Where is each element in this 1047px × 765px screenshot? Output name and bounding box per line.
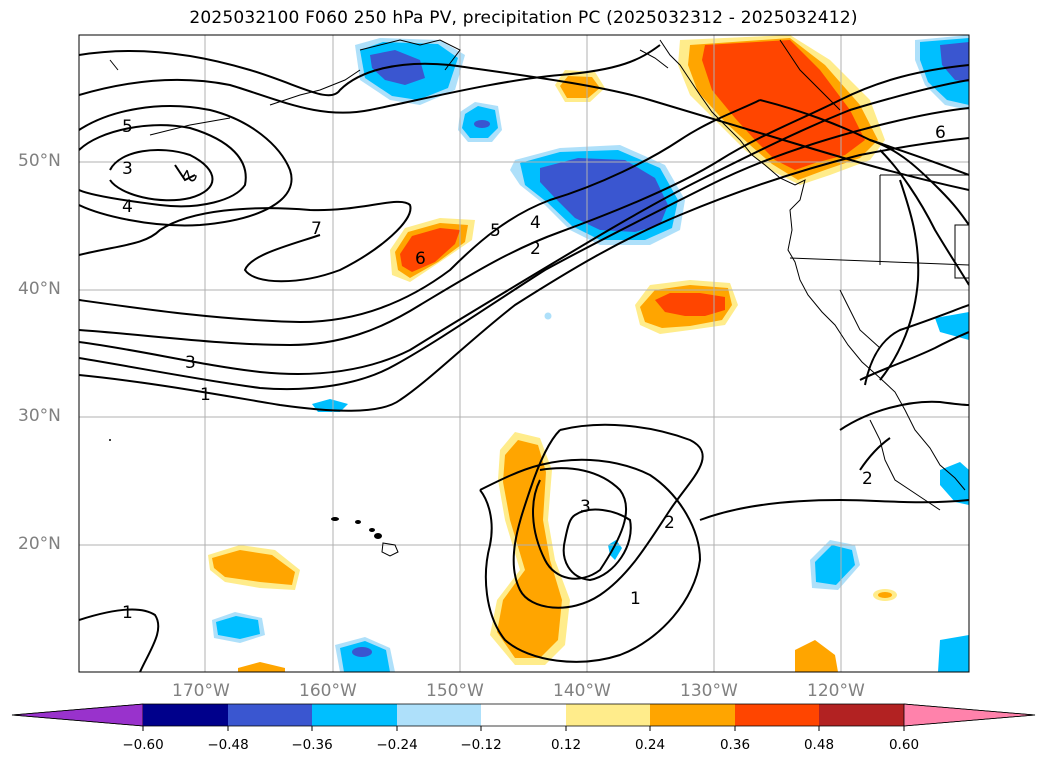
colorbar-tick-label: 0.48 — [803, 737, 835, 753]
precip-blob-bottom-left-positive — [238, 662, 285, 672]
contour-label: 3 — [580, 497, 591, 517]
contour-label: 4 — [530, 213, 541, 233]
lat-label: 30°N — [18, 406, 61, 426]
precip-blob-positive-east-pacific — [635, 280, 738, 334]
precip-blob-california-negative — [935, 312, 969, 340]
contour-label: 1 — [630, 589, 641, 609]
pv-contours — [79, 44, 969, 672]
colorbar-segment — [481, 704, 566, 726]
contour-label: 5 — [122, 117, 133, 137]
colorbar-tick-label: −0.48 — [207, 737, 249, 753]
precip-blob-corner-negative — [938, 635, 969, 672]
precip-blob-bottom-right-positive — [795, 640, 838, 672]
colorbar-segment — [312, 704, 397, 726]
colorbar-arrow-low — [11, 703, 144, 727]
map-plot-area: 5 3 2 4 7 6 5 4 2 3 1 6 3 2 1 1 2 — [79, 35, 969, 672]
lat-label: 50°N — [18, 151, 61, 171]
contour-label: 2 — [664, 513, 675, 533]
colorbar-tick-label: 0.60 — [888, 737, 920, 753]
contour-label: 4 — [122, 197, 133, 217]
colorbar-arrow-high — [903, 703, 1036, 727]
lon-label: 130°W — [680, 681, 738, 701]
colorbar-tick-label: −0.36 — [291, 737, 333, 753]
contour-label: 3 — [185, 353, 196, 373]
lat-label: 40°N — [18, 279, 61, 299]
lon-label: 160°W — [299, 681, 357, 701]
colorbar-tick-label: 0.12 — [550, 737, 582, 753]
contour-label: 2 — [862, 469, 873, 489]
hawaiian-islands — [109, 439, 399, 557]
map-frame — [78, 34, 970, 673]
lon-label: 170°W — [172, 681, 230, 701]
contour-label: 6 — [415, 249, 426, 269]
colorbar-tick-label: −0.60 — [122, 737, 164, 753]
precip-blob-aleutian-negative — [355, 38, 465, 105]
colorbar-segment — [397, 704, 481, 726]
contour-label: 5 — [490, 221, 501, 241]
lat-label: 20°N — [18, 534, 61, 554]
contour-label: 3 — [122, 159, 133, 179]
colorbar-segment — [650, 704, 735, 726]
lon-label: 150°W — [426, 681, 484, 701]
precip-blob-northwest-coast — [678, 35, 885, 185]
colorbar-segment — [143, 704, 228, 726]
coastlines — [109, 39, 969, 511]
colorbar-tick-label: −0.24 — [376, 737, 418, 753]
colorbar-tick-label: 0.24 — [634, 737, 666, 753]
precip-blob-baja-negative — [940, 462, 969, 505]
contour-label: 1 — [122, 603, 133, 623]
lon-label: 140°W — [553, 681, 611, 701]
colorbar-tick-label: −0.12 — [460, 737, 502, 753]
contour-label: 2 — [530, 239, 541, 259]
colorbar-segment — [228, 704, 312, 726]
colorbar-tick-label: 0.36 — [719, 737, 751, 753]
colorbar-segment — [819, 704, 904, 726]
colorbar-segment — [735, 704, 819, 726]
lon-label: 120°W — [807, 681, 865, 701]
contour-label: 6 — [935, 123, 946, 143]
colorbar — [11, 703, 1036, 731]
colorbar-segment — [566, 704, 650, 726]
precip-dot-40n — [544, 312, 552, 320]
graticule — [79, 35, 969, 672]
contour-label: 1 — [200, 385, 211, 405]
precip-blob-positive-mid-pacific — [390, 218, 475, 282]
map-title: 2025032100 F060 250 hPa PV, precipitatio… — [189, 8, 858, 28]
contour-label: 7 — [311, 219, 322, 239]
